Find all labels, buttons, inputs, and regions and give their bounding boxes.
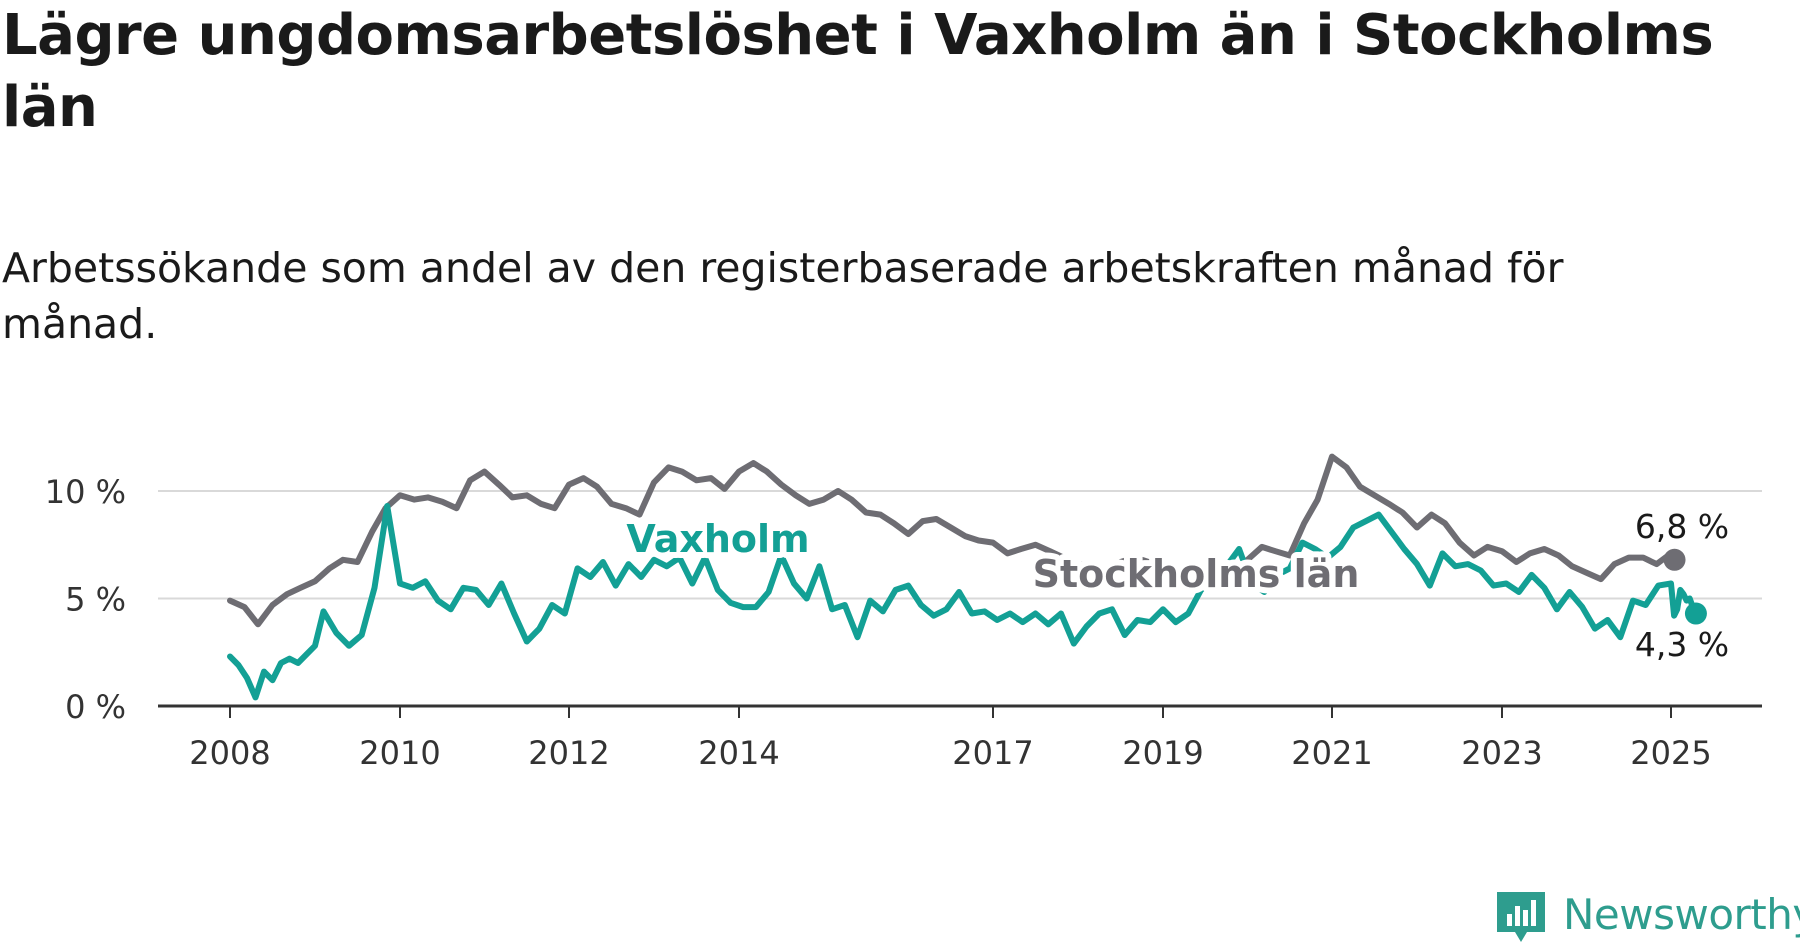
x-axis: 2008 2010 2012 2014 2017 2019 2021 2023 2025 [158, 704, 1762, 772]
newsworthy-logo-icon [1497, 892, 1545, 942]
x-tick-label: 2021 [1291, 734, 1372, 772]
x-tick-label: 2012 [528, 734, 609, 772]
series-name-label-vaxholm: Vaxholm [626, 517, 809, 561]
newsworthy-logo[interactable]: Newsworthy [1493, 888, 1800, 944]
y-tick-label: 10 % [45, 473, 126, 511]
x-tick-label: 2023 [1461, 734, 1542, 772]
x-tick-label: 2019 [1122, 734, 1203, 772]
chart-title: Lägre ungdomsarbetslöshet i Vaxholm än i… [2, 3, 1714, 140]
series-name-halo-stockholms-l-n: Stockholms län [1033, 552, 1360, 596]
series-name-halo-vaxholm: Vaxholm [626, 517, 809, 561]
x-tick-label: 2017 [952, 734, 1033, 772]
chart-subtitle: Arbetssökande som andel av den registerb… [2, 244, 1564, 348]
series-name-label-stockholms-l-n: Stockholms län [1033, 552, 1360, 596]
series-end-dot-stockholms-l-n [1663, 548, 1686, 571]
y-tick-label: 0 % [65, 688, 126, 726]
y-tick-label: 5 % [65, 581, 126, 619]
series-end-value-vaxholm: 4,3 % [1635, 625, 1729, 664]
x-tick-label: 2010 [359, 734, 440, 772]
x-tick-label: 2008 [189, 734, 270, 772]
series-end-dot-vaxholm [1684, 602, 1707, 625]
newsworthy-logo-text: Newsworthy [1563, 890, 1800, 939]
x-tick-label: 2014 [698, 734, 779, 772]
series-line-stockholms-l-n [227, 453, 1678, 628]
series-end-value-stockholms-l-n: 6,8 % [1635, 507, 1729, 546]
x-tick-label: 2025 [1630, 734, 1711, 772]
gridlines: 0 % 5 % 10 % [45, 473, 1762, 726]
series-lines [227, 453, 1707, 701]
series-line-vaxholm [227, 503, 1699, 701]
